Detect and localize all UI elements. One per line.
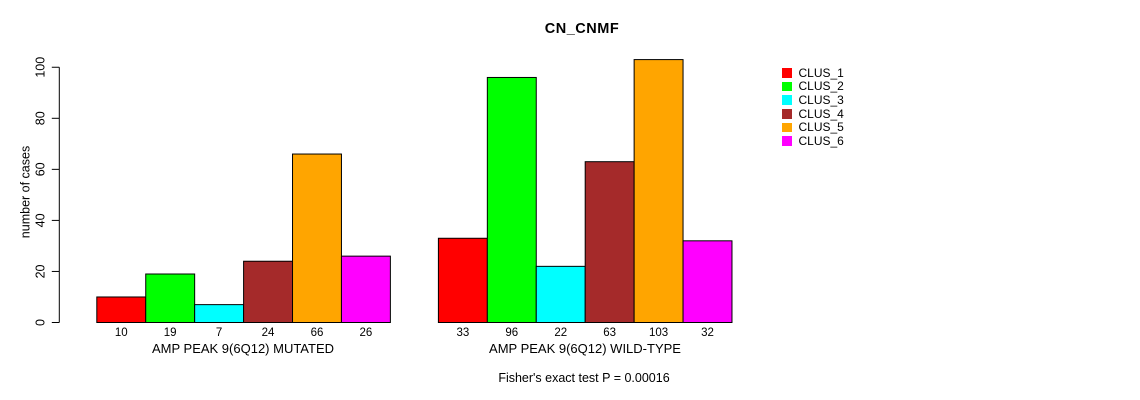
- bar-value-label: 66: [311, 327, 324, 339]
- bar-group0-clus_6: [340, 255, 391, 324]
- legend-row-clus_3: CLUS_3: [782, 93, 844, 107]
- legend-label: CLUS_6: [798, 134, 844, 149]
- bar-value-label: 32: [701, 327, 714, 339]
- legend-label: CLUS_2: [798, 79, 844, 94]
- legend-row-clus_1: CLUS_1: [782, 66, 844, 80]
- legend-swatch-clus_5: [782, 122, 792, 133]
- y-axis-tick-label: 40: [34, 213, 48, 227]
- bar-value-label: 22: [554, 327, 567, 339]
- y-axis-tick-label: 100: [34, 57, 48, 78]
- legend-row-clus_2: CLUS_2: [782, 80, 844, 94]
- bar-value-label: 103: [649, 327, 668, 339]
- bar-group0-clus_1: [96, 296, 147, 324]
- y-axis-tick-label: 60: [34, 162, 48, 176]
- legend-label: CLUS_3: [798, 93, 844, 108]
- bar-group1-clus_2: [486, 76, 537, 323]
- x-group-label-mutated: AMP PEAK 9(6Q12) MUTATED: [151, 341, 335, 356]
- y-axis-tick-label: 80: [34, 111, 48, 125]
- bar-value-label: 33: [456, 327, 469, 339]
- legend-swatch-clus_3: [782, 95, 792, 105]
- bar-group1-clus_3: [535, 265, 586, 323]
- bar-group1-clus_5: [633, 59, 684, 323]
- x-group-label-wild-type: AMP PEAK 9(6Q12) WILD-TYPE: [489, 341, 681, 356]
- legend-swatch-clus_1: [782, 68, 792, 78]
- legend-row-clus_5: CLUS_5: [782, 121, 844, 135]
- legend: CLUS_1 CLUS_2 CLUS_3 CLUS_4 CLUS_5 CLUS_6: [782, 66, 844, 148]
- legend-row-clus_6: CLUS_6: [782, 134, 844, 148]
- bar-value-label: 10: [115, 327, 128, 339]
- legend-swatch-clus_6: [782, 136, 792, 146]
- bar-group1-clus_6: [682, 240, 733, 324]
- bar-value-label: 24: [262, 327, 275, 339]
- bar-value-label: 19: [164, 327, 177, 339]
- legend-swatch-clus_4: [782, 109, 792, 119]
- legend-swatch-clus_2: [782, 81, 792, 92]
- bar-group0-clus_2: [145, 273, 196, 324]
- bar-group1-clus_1: [437, 237, 488, 323]
- legend-label: CLUS_5: [798, 120, 844, 135]
- bar-value-label: 26: [360, 327, 373, 339]
- bar-value-label: 7: [216, 327, 222, 339]
- bar-group1-clus_4: [584, 161, 635, 323]
- legend-row-clus_4: CLUS_4: [782, 107, 844, 121]
- bar-value-label: 63: [603, 327, 616, 339]
- y-axis-label: number of cases: [19, 146, 33, 238]
- y-axis-tick-label: 20: [34, 264, 48, 278]
- chart-title: CN_CNMF: [544, 21, 620, 37]
- y-axis-tick-label: 0: [34, 319, 48, 326]
- bar-value-label: 96: [505, 327, 518, 339]
- legend-label: CLUS_4: [798, 106, 844, 121]
- bar-group0-clus_4: [243, 260, 294, 323]
- fisher-test-annotation: Fisher's exact test P = 0.00016: [498, 371, 670, 385]
- bar-group0-clus_3: [194, 304, 245, 324]
- legend-label: CLUS_1: [798, 65, 844, 80]
- bar-group0-clus_5: [292, 153, 342, 323]
